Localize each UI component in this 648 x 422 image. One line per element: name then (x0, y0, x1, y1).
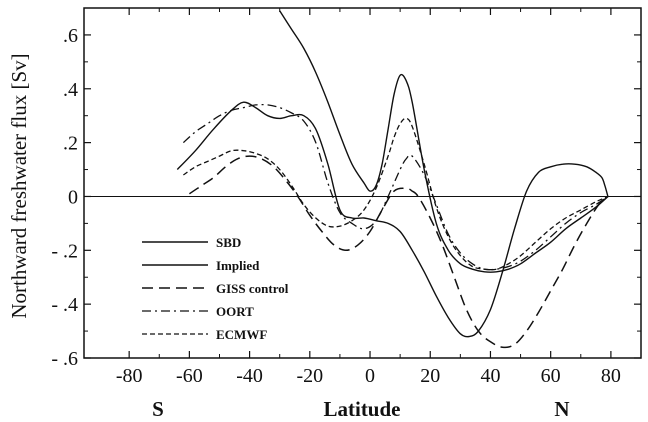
x-tick-label: 60 (541, 365, 561, 387)
plot-frame (83, 7, 642, 359)
y-tick-label: - .4 (51, 294, 78, 316)
series-lines (176, 10, 609, 349)
x-tick-label: 0 (365, 365, 375, 387)
x-tick-label: 80 (601, 365, 621, 387)
series-line-implied (279, 10, 609, 273)
y-tick-label: 0 (68, 186, 78, 208)
legend-label-oort: OORT (216, 304, 254, 319)
y-tick-label: .2 (63, 133, 78, 155)
y-tick-label: - .6 (51, 348, 78, 370)
x-axis-title: Latitude (323, 397, 400, 421)
x-tick-label: -20 (296, 365, 323, 387)
axes: -80 -60 -40 -20 0 20 40 60 80 .6 .4 .2 0 - .2 - .4 - .6 (51, 7, 642, 387)
x-tick-label: -80 (116, 365, 143, 387)
legend-label-ecmwf: ECMWF (216, 327, 267, 342)
y-axis-title: Northward freshwater flux [Sv] (7, 53, 31, 318)
legend-label-implied: Implied (216, 258, 260, 273)
series-line-giss-control (188, 155, 609, 349)
series-line-ecmwf (183, 117, 609, 271)
series-line-oort (182, 103, 609, 271)
x-tick-label: 20 (420, 365, 440, 387)
x-tick-label: -60 (176, 365, 203, 387)
hemisphere-label-north: N (554, 397, 569, 421)
hemisphere-label-south: S (152, 397, 164, 421)
x-tick-label: 40 (480, 365, 500, 387)
y-tick-label: .4 (63, 79, 78, 101)
legend-label-sbd: SBD (216, 235, 241, 250)
legend: SBD Implied GISS control OORT ECMWF (142, 235, 289, 342)
series-line-sbd (176, 101, 609, 338)
y-tick-label: - .2 (51, 240, 78, 262)
legend-label-giss-control: GISS control (216, 281, 289, 296)
y-tick-label: .6 (63, 25, 78, 47)
x-tick-label: -40 (236, 365, 263, 387)
